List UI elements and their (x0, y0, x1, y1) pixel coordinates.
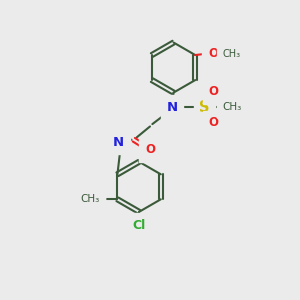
Text: O: O (145, 143, 155, 157)
Text: CH₃: CH₃ (223, 49, 241, 58)
Text: N: N (113, 136, 124, 148)
Text: H: H (107, 137, 115, 147)
Text: CH₃: CH₃ (223, 102, 242, 112)
Text: N: N (167, 101, 178, 114)
Text: O: O (208, 85, 218, 98)
Text: O: O (208, 47, 218, 60)
Text: Cl: Cl (133, 219, 146, 232)
Text: S: S (199, 100, 210, 115)
Text: O: O (208, 116, 218, 129)
Text: CH₃: CH₃ (80, 194, 100, 204)
